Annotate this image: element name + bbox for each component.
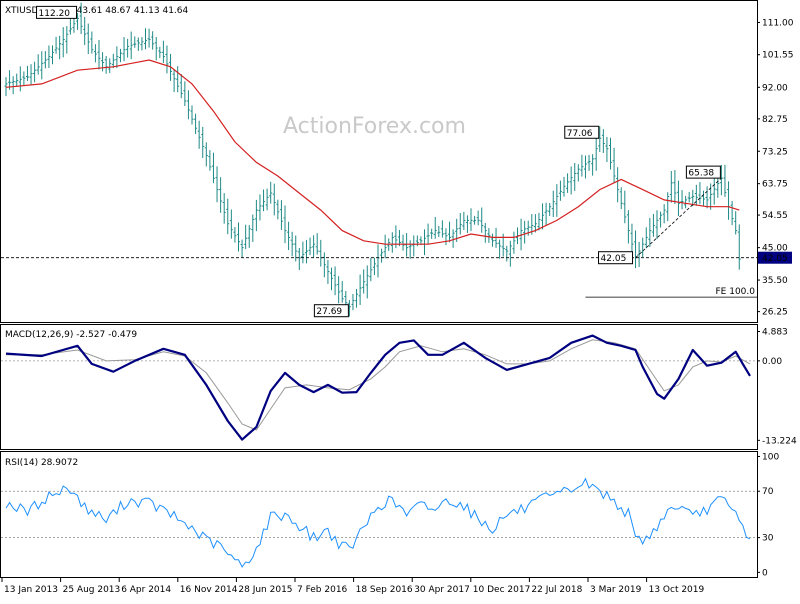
rsi-y-tick-label: 100 bbox=[762, 452, 779, 462]
price-annotation-label: 42.05 bbox=[601, 254, 627, 264]
price-annotation-box bbox=[598, 251, 634, 265]
price-panel-frame bbox=[0, 0, 758, 323]
rsi-header: RSI(14) 28.9072 bbox=[5, 458, 78, 468]
x-tick-label: 10 Dec 2017 bbox=[473, 585, 531, 595]
x-axis: 13 Jan 2013 25 Aug 2013 6 Apr 2014 16 Nov 2… bbox=[1, 578, 705, 595]
macd-y-tick-label: 4.883 bbox=[762, 328, 788, 338]
x-tick-label: 13 Oct 2019 bbox=[649, 585, 705, 595]
price-y-tick-label: 26.25 bbox=[762, 308, 788, 318]
price-annotation-label: 77.06 bbox=[567, 129, 593, 139]
macd-signal-line bbox=[6, 339, 751, 431]
macd-line bbox=[5, 334, 751, 441]
x-tick-label: 25 Aug 2013 bbox=[63, 585, 121, 595]
rsi-y-tick-label: 70 bbox=[762, 487, 774, 497]
x-tick-label: 13 Jan 2013 bbox=[4, 585, 58, 595]
x-tick-label: 28 Jun 2015 bbox=[238, 585, 292, 595]
price-annotation-label: 27.69 bbox=[316, 307, 342, 317]
rsi-y-tick-label: 30 bbox=[762, 534, 774, 544]
price-y-tick-label: 63.75 bbox=[762, 180, 788, 190]
rsi-layer: 100 70 30 0 bbox=[1, 452, 779, 578]
projection-line bbox=[635, 177, 722, 259]
x-tick-label: 18 Sep 2016 bbox=[356, 585, 413, 595]
price-annotation-box bbox=[36, 5, 78, 19]
price-y-tick-label: 45.00 bbox=[762, 244, 788, 254]
price-annotation-box bbox=[313, 304, 349, 318]
watermark: ActionForex.com bbox=[283, 114, 466, 139]
price-y-tick-label: 54.55 bbox=[762, 211, 788, 221]
x-tick-label: 6 Apr 2014 bbox=[121, 585, 171, 595]
current-price-tag bbox=[758, 251, 792, 264]
macd-panel-frame bbox=[0, 324, 758, 450]
price-annotation-box bbox=[685, 165, 721, 179]
macd-header: MACD(12,26,9) -2.527 -0.479 bbox=[5, 330, 137, 340]
price-y-tick-label: 35.50 bbox=[762, 276, 788, 286]
rsi-y-tick-label: 0 bbox=[762, 568, 768, 578]
price-y-tick-label: 82.75 bbox=[762, 115, 788, 125]
fe-label: FE 100.0 bbox=[716, 287, 756, 297]
rsi-panel-frame bbox=[0, 451, 758, 578]
rsi-line bbox=[5, 477, 751, 568]
macd-y-tick-label: -13.224 bbox=[762, 436, 797, 446]
price-layer: 111.00 101.55 92.00 82.75 73.25 63.75 54.55 45.… bbox=[1, 2, 794, 318]
price-annotation-label: 112.20 bbox=[39, 9, 71, 19]
macd-y-tick-label: 0.00 bbox=[762, 357, 782, 367]
x-tick-label: 30 Apr 2017 bbox=[414, 585, 470, 595]
x-tick-label: 3 Mar 2019 bbox=[590, 585, 642, 595]
price-y-tick-label: 101.55 bbox=[762, 51, 794, 61]
moving-average-line bbox=[5, 59, 740, 245]
macd-layer: 4.883 0.00 -13.224 bbox=[1, 328, 797, 446]
price-y-tick-label: 73.25 bbox=[762, 147, 788, 157]
price-annotation-box bbox=[564, 125, 600, 139]
x-tick-label: 7 Feb 2016 bbox=[297, 585, 348, 595]
price-annotation-label: 65.38 bbox=[688, 169, 714, 179]
current-price-label: 42.05 bbox=[762, 254, 788, 264]
x-tick-label: 22 Jul 2018 bbox=[531, 585, 582, 595]
price-header: XTIUSD,Weekly 43.61 48.67 41.13 41.64 bbox=[5, 6, 189, 16]
x-tick-label: 16 Nov 2014 bbox=[180, 585, 238, 595]
price-y-tick-label: 111.00 bbox=[762, 18, 794, 28]
price-y-tick-label: 92.00 bbox=[762, 83, 788, 93]
